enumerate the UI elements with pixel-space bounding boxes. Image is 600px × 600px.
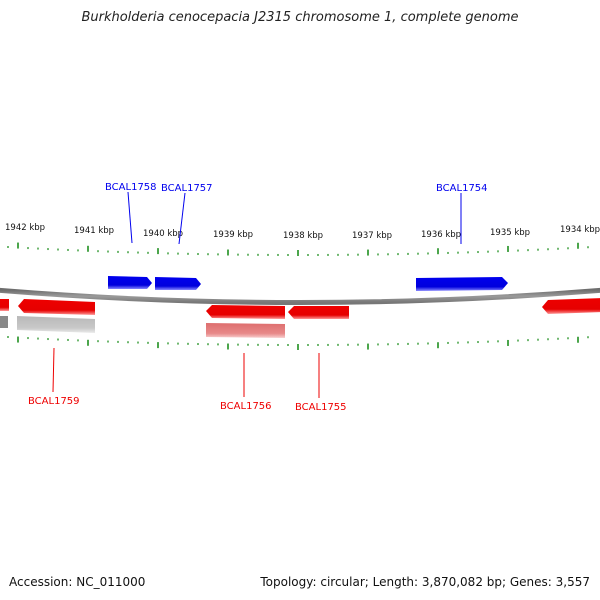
kbp-label: 1937 kbp [352,231,392,241]
forward-strand-genes [108,276,508,291]
gene-BCAL1757[interactable] [155,277,201,290]
topology-summary: Topology: circular; Length: 3,870,082 bp… [260,575,590,589]
label-BCAL1754[interactable]: BCAL1754 [436,183,488,194]
secondary-features [17,316,285,338]
kbp-label: 1935 kbp [490,228,530,238]
kbp-label: 1940 kbp [143,229,183,239]
kbp-scale-labels: 1942 kbp 1941 kbp 1940 kbp 1939 kbp 1938… [5,223,600,241]
kbp-label: 1934 kbp [560,225,600,235]
gene-BCAL1759[interactable] [18,299,95,315]
label-BCAL1755[interactable]: BCAL1755 [295,402,347,413]
gene-BCAL1758[interactable] [108,276,152,289]
chromosome-backbone [0,287,600,305]
gene-reverse-right-edge[interactable] [542,298,600,314]
gene-BCAL1755[interactable] [288,306,349,319]
label-BCAL1759[interactable]: BCAL1759 [28,396,80,407]
label-BCAL1756[interactable]: BCAL1756 [220,401,272,412]
leader-BCAL1758 [127,191,133,244]
gene-reverse-left-edge[interactable] [0,299,9,311]
gene-labels: BCAL1758 BCAL1757 BCAL1754 BCAL1759 BCAL… [28,182,488,413]
label-leaders [52,191,462,398]
kbp-label: 1941 kbp [74,226,114,236]
leader-BCAL1759 [52,347,55,393]
gene-BCAL1754[interactable] [416,277,508,291]
inner-tick-ring [7,336,589,350]
label-BCAL1758[interactable]: BCAL1758 [105,182,157,193]
feature-pink-under-BCAL1756[interactable] [206,323,285,338]
kbp-label: 1938 kbp [283,231,323,241]
kbp-label: 1936 kbp [421,230,461,240]
kbp-label: 1939 kbp [213,230,253,240]
leader-BCAL1757 [178,192,186,245]
map-title: Burkholderia cenocepacia J2315 chromosom… [81,10,519,25]
label-BCAL1757[interactable]: BCAL1757 [161,183,213,194]
gene-BCAL1756[interactable] [206,305,285,319]
kbp-label: 1942 kbp [5,223,45,233]
outer-tick-ring [7,242,589,256]
feature-grey-under-BCAL1759[interactable] [17,316,95,333]
reverse-strand-genes [0,298,600,319]
grey-feature-left-edge[interactable] [0,316,8,328]
accession-text: Accession: NC_011000 [9,575,146,589]
